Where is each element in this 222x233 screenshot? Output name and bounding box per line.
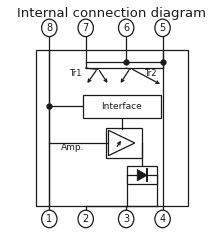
Circle shape — [119, 210, 134, 228]
Circle shape — [78, 210, 93, 228]
Circle shape — [78, 19, 93, 37]
Circle shape — [155, 19, 170, 37]
Circle shape — [119, 19, 134, 37]
Circle shape — [42, 210, 57, 228]
Circle shape — [155, 210, 170, 228]
Text: 1: 1 — [46, 214, 52, 224]
Bar — [106, 127, 142, 158]
Text: Internal connection diagram: Internal connection diagram — [16, 7, 206, 20]
Text: 5: 5 — [159, 23, 166, 33]
Bar — [83, 95, 161, 118]
Text: Amp.: Amp. — [60, 143, 84, 152]
Text: 7: 7 — [83, 23, 89, 33]
Text: 6: 6 — [123, 23, 129, 33]
Bar — [127, 166, 157, 184]
Text: Tr2: Tr2 — [144, 69, 157, 79]
Bar — [36, 50, 188, 206]
Text: 3: 3 — [123, 214, 129, 224]
Text: Tr1: Tr1 — [69, 69, 82, 79]
Text: Interface: Interface — [101, 102, 142, 111]
Circle shape — [42, 19, 57, 37]
Text: 4: 4 — [160, 214, 166, 224]
Polygon shape — [137, 169, 147, 181]
Text: 8: 8 — [46, 23, 52, 33]
Text: 2: 2 — [83, 214, 89, 224]
